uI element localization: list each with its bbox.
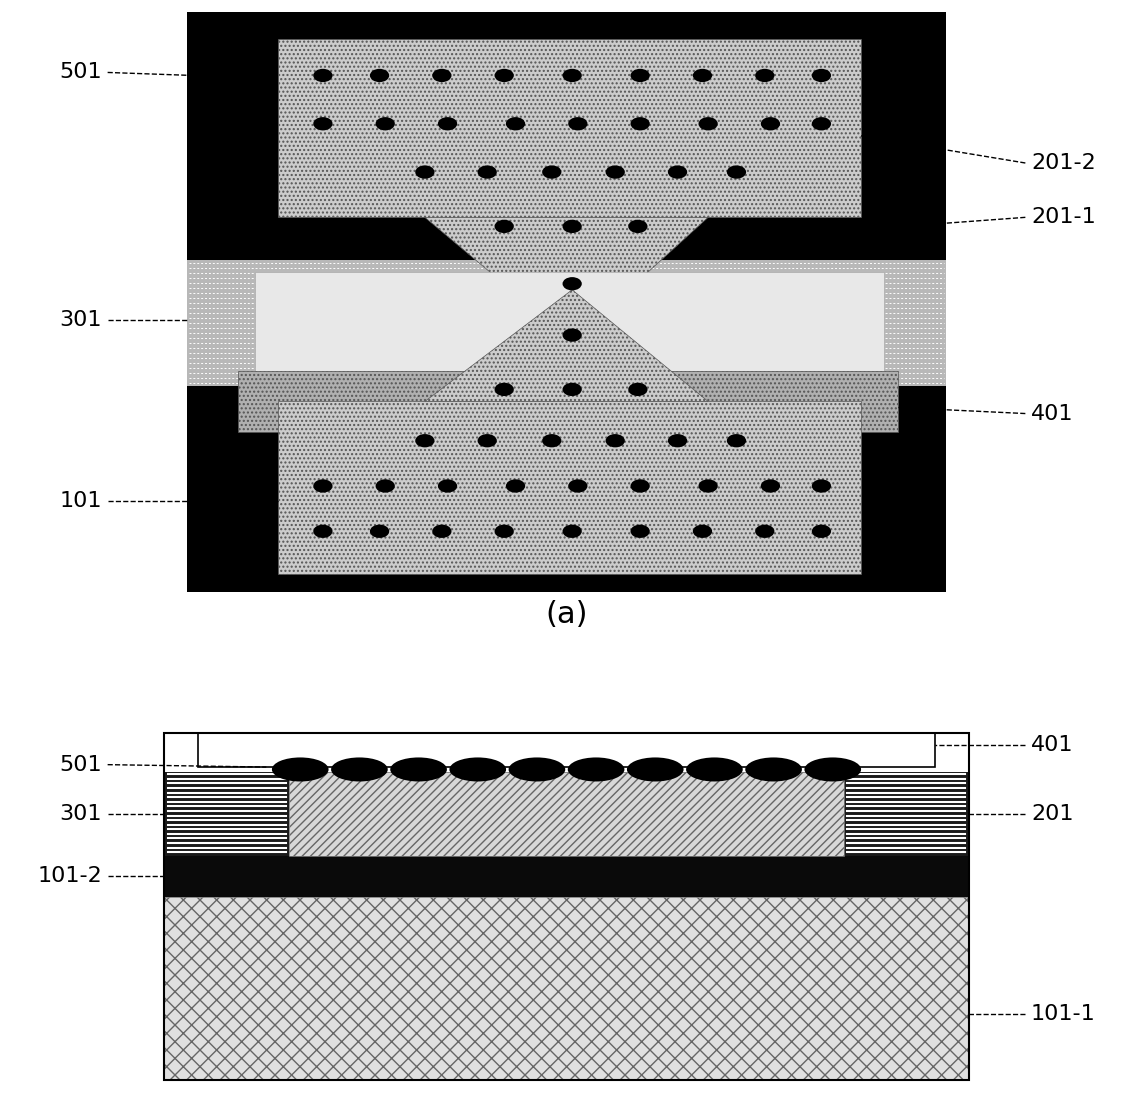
Ellipse shape <box>313 480 333 493</box>
Ellipse shape <box>313 117 333 131</box>
Bar <box>164 733 969 1080</box>
Bar <box>164 897 969 1080</box>
Ellipse shape <box>495 524 514 538</box>
Ellipse shape <box>628 220 647 233</box>
Ellipse shape <box>630 480 650 493</box>
Ellipse shape <box>416 165 435 179</box>
Circle shape <box>804 758 861 781</box>
Bar <box>278 39 861 217</box>
Ellipse shape <box>756 524 775 538</box>
Ellipse shape <box>668 434 687 447</box>
Ellipse shape <box>562 220 582 233</box>
Text: 401: 401 <box>1031 736 1074 756</box>
Ellipse shape <box>416 434 435 447</box>
Ellipse shape <box>369 69 390 82</box>
Ellipse shape <box>433 69 452 82</box>
Bar <box>187 259 946 387</box>
Ellipse shape <box>313 524 333 538</box>
Ellipse shape <box>562 277 582 291</box>
Text: 301: 301 <box>59 310 102 330</box>
Ellipse shape <box>438 480 458 493</box>
Text: 401: 401 <box>1031 404 1074 424</box>
Circle shape <box>272 758 329 781</box>
Circle shape <box>568 758 624 781</box>
Circle shape <box>509 758 565 781</box>
Ellipse shape <box>756 69 775 82</box>
Ellipse shape <box>562 329 582 342</box>
Bar <box>844 771 969 856</box>
Ellipse shape <box>562 382 582 396</box>
Ellipse shape <box>313 69 333 82</box>
Bar <box>238 371 898 432</box>
Bar <box>289 771 844 856</box>
Ellipse shape <box>369 524 390 538</box>
Ellipse shape <box>376 117 395 131</box>
Ellipse shape <box>698 480 718 493</box>
Ellipse shape <box>630 117 650 131</box>
Ellipse shape <box>727 434 747 447</box>
Ellipse shape <box>569 117 588 131</box>
Ellipse shape <box>811 117 830 131</box>
Ellipse shape <box>630 69 650 82</box>
Ellipse shape <box>693 69 713 82</box>
Ellipse shape <box>569 480 588 493</box>
Bar <box>198 733 935 767</box>
Ellipse shape <box>811 69 830 82</box>
Text: 101-2: 101-2 <box>37 866 102 887</box>
Ellipse shape <box>478 165 496 179</box>
Ellipse shape <box>727 165 747 179</box>
Ellipse shape <box>505 117 526 131</box>
Ellipse shape <box>495 220 514 233</box>
Circle shape <box>331 758 387 781</box>
Bar <box>164 771 289 856</box>
Text: 201: 201 <box>1031 804 1074 824</box>
Text: 501: 501 <box>59 63 102 83</box>
Ellipse shape <box>438 117 458 131</box>
Ellipse shape <box>628 382 647 396</box>
Text: 201-1: 201-1 <box>1031 207 1096 227</box>
Circle shape <box>687 758 743 781</box>
Ellipse shape <box>542 165 561 179</box>
Text: 301: 301 <box>59 804 102 824</box>
Ellipse shape <box>562 524 582 538</box>
Circle shape <box>627 758 683 781</box>
Circle shape <box>746 758 802 781</box>
Ellipse shape <box>811 480 830 493</box>
Text: (a): (a) <box>545 600 588 629</box>
Text: 201-2: 201-2 <box>1031 153 1096 173</box>
Ellipse shape <box>761 117 781 131</box>
Ellipse shape <box>376 480 395 493</box>
Circle shape <box>390 758 446 781</box>
Ellipse shape <box>761 480 781 493</box>
Ellipse shape <box>630 524 650 538</box>
Text: 101-1: 101-1 <box>1031 1004 1096 1024</box>
Ellipse shape <box>668 165 687 179</box>
Ellipse shape <box>606 165 625 179</box>
Ellipse shape <box>693 524 713 538</box>
Bar <box>278 401 861 574</box>
Ellipse shape <box>698 117 718 131</box>
Bar <box>255 272 884 371</box>
Ellipse shape <box>562 69 582 82</box>
Ellipse shape <box>478 434 496 447</box>
Circle shape <box>450 758 506 781</box>
Polygon shape <box>425 217 708 341</box>
Text: 101: 101 <box>59 491 102 511</box>
Bar <box>187 12 946 591</box>
Ellipse shape <box>495 382 514 396</box>
Bar <box>164 856 969 897</box>
Text: 501: 501 <box>59 755 102 775</box>
Ellipse shape <box>505 480 526 493</box>
Ellipse shape <box>542 434 561 447</box>
Ellipse shape <box>811 524 830 538</box>
Ellipse shape <box>606 434 625 447</box>
Polygon shape <box>425 290 708 401</box>
Ellipse shape <box>495 69 514 82</box>
Ellipse shape <box>433 524 452 538</box>
